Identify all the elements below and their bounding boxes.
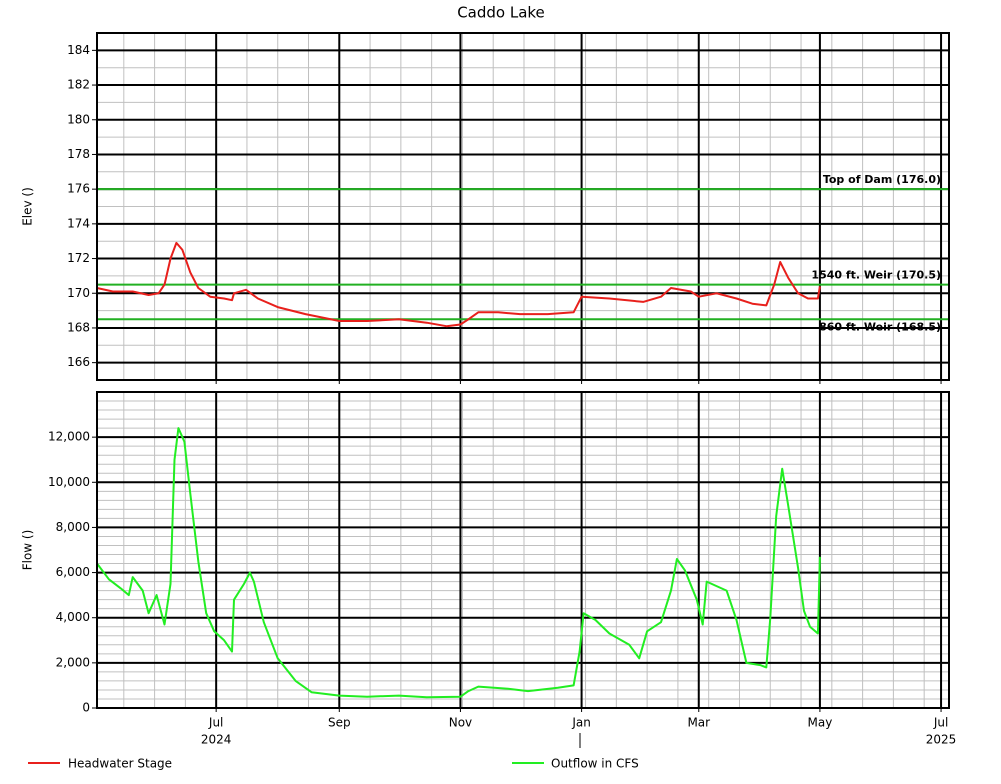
y-tick-label: 176 bbox=[67, 182, 90, 196]
y-axis-label: Elev () bbox=[21, 187, 35, 226]
chart-title: Caddo Lake bbox=[457, 4, 545, 22]
y-tick-label: 12,000 bbox=[48, 430, 90, 444]
plot-frame bbox=[96, 391, 950, 709]
y-tick-label: 184 bbox=[67, 43, 90, 57]
year-label: 2025 bbox=[926, 733, 957, 747]
y-tick-label: 174 bbox=[67, 216, 90, 230]
y-tick-label: 182 bbox=[67, 78, 90, 92]
y-tick-label: 2,000 bbox=[56, 655, 90, 669]
y-tick-label: 168 bbox=[67, 320, 90, 334]
plot-frame bbox=[96, 32, 950, 381]
y-tick-label: 166 bbox=[67, 355, 90, 369]
y-tick-label: 0 bbox=[82, 701, 90, 715]
reference-label: 860 ft. Weir (168.5) bbox=[819, 320, 941, 333]
y-axis-label: Flow () bbox=[21, 530, 35, 571]
y-tick-label: 6,000 bbox=[56, 565, 90, 579]
y-tick-label: 178 bbox=[67, 147, 90, 161]
y-tick-label: 170 bbox=[67, 286, 90, 300]
series-line bbox=[96, 241, 821, 328]
x-tick-label: Nov bbox=[449, 716, 472, 730]
y-tick-label: 180 bbox=[67, 112, 90, 126]
x-tick-label: Jul bbox=[208, 716, 223, 730]
series-line bbox=[96, 427, 821, 699]
x-tick-label: Jul bbox=[933, 716, 948, 730]
plot-area bbox=[97, 392, 949, 708]
y-tick-label: 4,000 bbox=[56, 610, 90, 624]
x-tick-label: May bbox=[808, 716, 833, 730]
year-label: 2024 bbox=[201, 733, 232, 747]
x-tick-label: Sep bbox=[328, 716, 351, 730]
reference-label: Top of Dam (176.0) bbox=[823, 173, 941, 186]
reference-label: 1540 ft. Weir (170.5) bbox=[811, 269, 941, 282]
legend-label: Outflow in CFS bbox=[551, 757, 639, 771]
legend-label: Headwater Stage bbox=[68, 757, 172, 771]
x-tick-label: Mar bbox=[687, 716, 710, 730]
y-tick-label: 8,000 bbox=[56, 520, 90, 534]
y-tick-label: 172 bbox=[67, 251, 90, 265]
x-tick-label: Jan bbox=[571, 716, 591, 730]
y-tick-label: 10,000 bbox=[48, 475, 90, 489]
